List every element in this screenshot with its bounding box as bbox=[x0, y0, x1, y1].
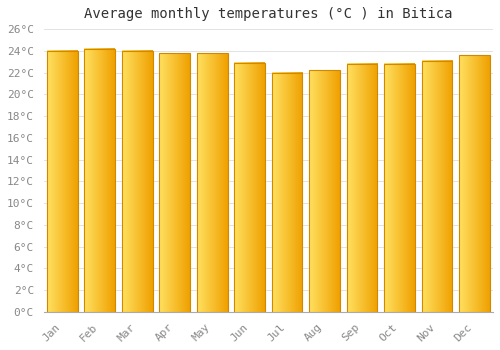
Bar bbox=[234, 63, 265, 312]
Bar bbox=[84, 49, 115, 312]
Bar bbox=[47, 51, 78, 312]
Bar bbox=[272, 72, 302, 312]
Bar bbox=[384, 64, 415, 312]
Bar bbox=[197, 53, 228, 312]
Bar bbox=[160, 53, 190, 312]
Bar bbox=[422, 61, 452, 312]
Title: Average monthly temperatures (°C ) in Bitica: Average monthly temperatures (°C ) in Bi… bbox=[84, 7, 452, 21]
Bar bbox=[122, 51, 152, 312]
Bar bbox=[346, 64, 378, 312]
Bar bbox=[309, 70, 340, 312]
Bar bbox=[459, 55, 490, 312]
